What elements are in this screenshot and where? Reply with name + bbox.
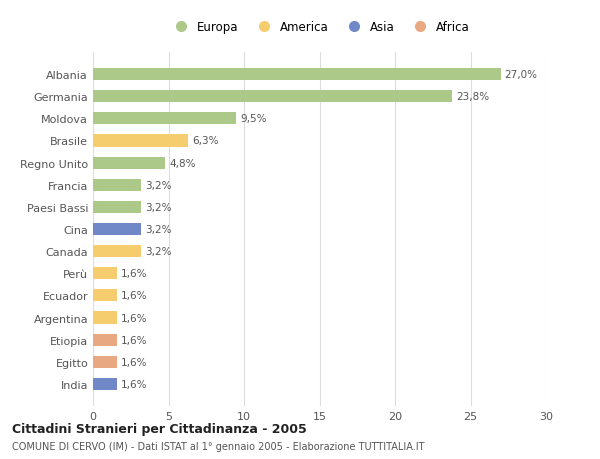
Legend: Europa, America, Asia, Africa: Europa, America, Asia, Africa	[165, 16, 474, 39]
Bar	[93, 69, 500, 81]
Text: 23,8%: 23,8%	[456, 92, 489, 102]
Text: 3,2%: 3,2%	[145, 180, 172, 190]
Bar	[93, 202, 142, 213]
Bar	[93, 356, 117, 368]
Bar	[93, 334, 117, 346]
Bar	[93, 378, 117, 390]
Text: Cittadini Stranieri per Cittadinanza - 2005: Cittadini Stranieri per Cittadinanza - 2…	[12, 422, 307, 436]
Text: 1,6%: 1,6%	[121, 269, 148, 279]
Bar	[93, 179, 142, 191]
Text: 6,3%: 6,3%	[192, 136, 218, 146]
Text: COMUNE DI CERVO (IM) - Dati ISTAT al 1° gennaio 2005 - Elaborazione TUTTITALIA.I: COMUNE DI CERVO (IM) - Dati ISTAT al 1° …	[12, 441, 425, 451]
Bar	[93, 246, 142, 257]
Bar	[93, 224, 142, 235]
Bar	[93, 268, 117, 280]
Bar	[93, 290, 117, 302]
Text: 4,8%: 4,8%	[169, 158, 196, 168]
Text: 3,2%: 3,2%	[145, 246, 172, 257]
Text: 3,2%: 3,2%	[145, 202, 172, 213]
Text: 9,5%: 9,5%	[240, 114, 267, 124]
Text: 1,6%: 1,6%	[121, 335, 148, 345]
Bar	[93, 135, 188, 147]
Text: 1,6%: 1,6%	[121, 357, 148, 367]
Bar	[93, 312, 117, 324]
Text: 3,2%: 3,2%	[145, 224, 172, 235]
Text: 1,6%: 1,6%	[121, 313, 148, 323]
Text: 27,0%: 27,0%	[505, 70, 538, 80]
Text: 1,6%: 1,6%	[121, 291, 148, 301]
Text: 1,6%: 1,6%	[121, 379, 148, 389]
Bar	[93, 113, 236, 125]
Bar	[93, 157, 166, 169]
Bar	[93, 91, 452, 103]
